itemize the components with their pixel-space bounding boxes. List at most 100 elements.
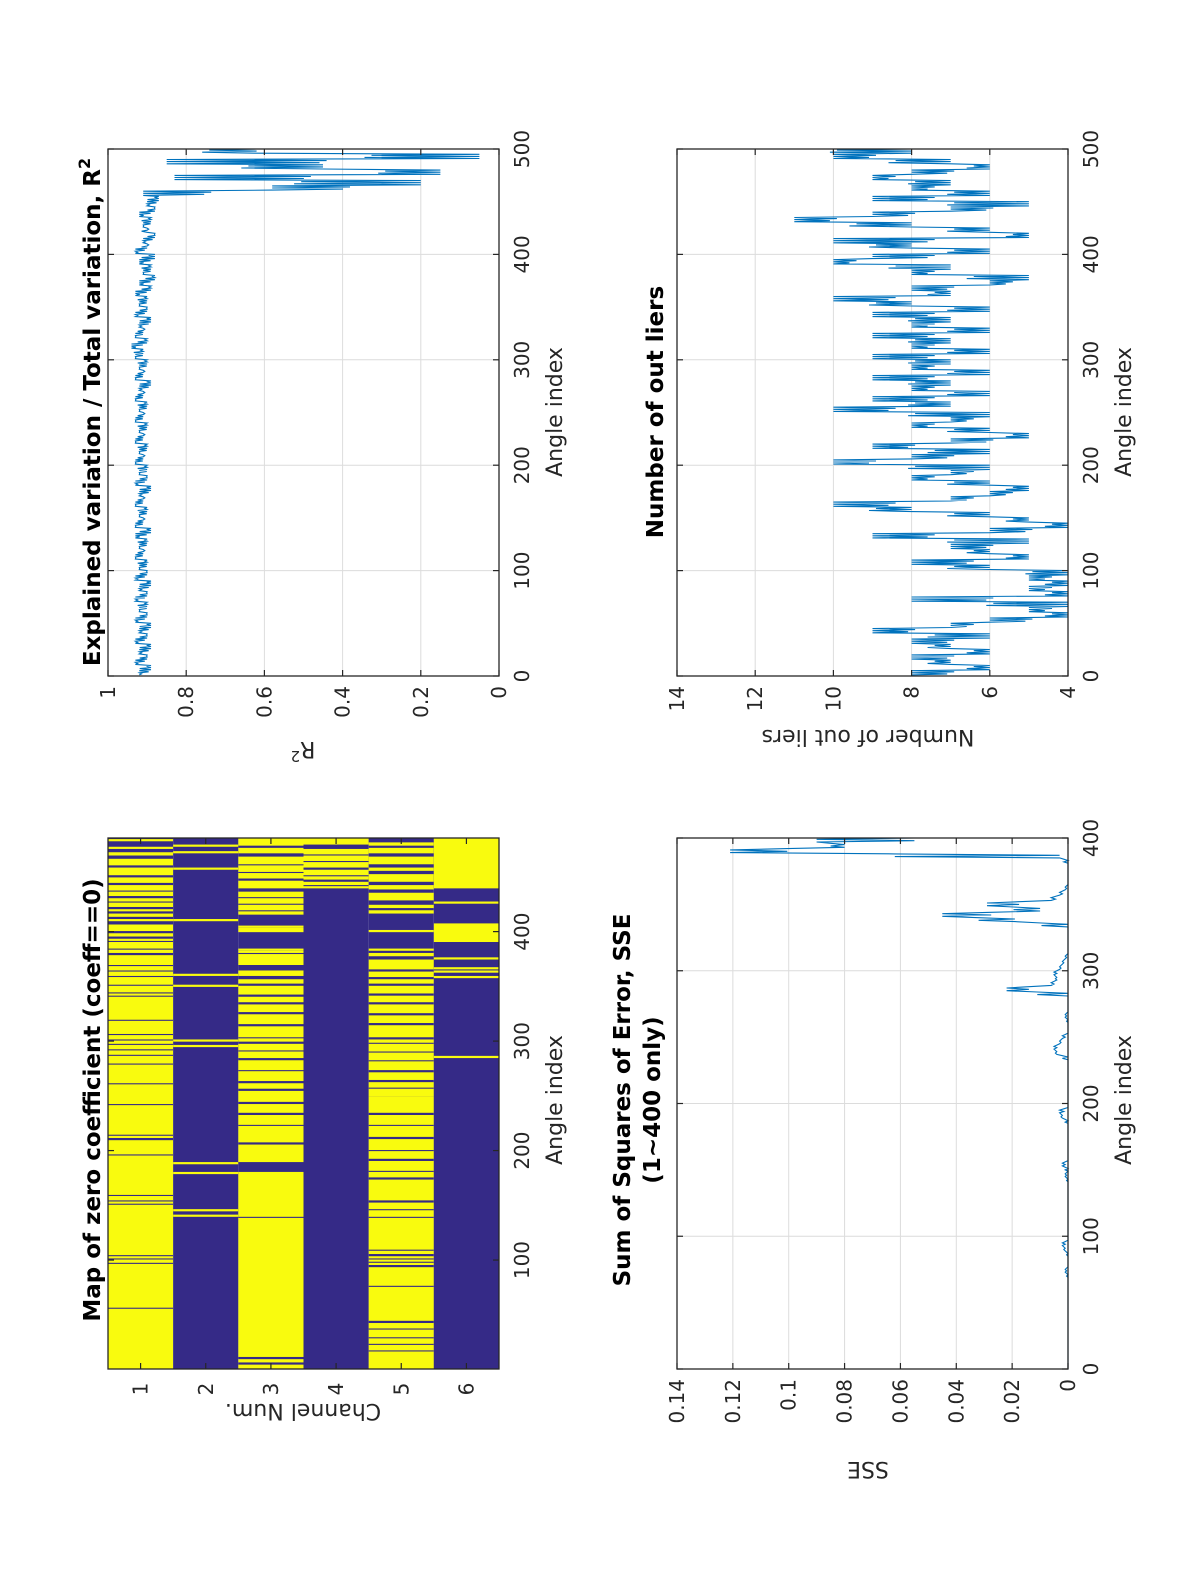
zero-cell — [108, 1050, 174, 1055]
sse-xlabel: Angle index — [1112, 1035, 1137, 1165]
zero-cell — [108, 877, 174, 883]
zero-cell — [108, 1064, 174, 1084]
zero-cell — [368, 1202, 434, 1210]
zero-cell — [368, 892, 434, 901]
zero-cell — [368, 1088, 434, 1097]
zero-cell — [238, 1026, 304, 1038]
outliers-title: Number of out liers — [643, 286, 669, 538]
zero-map-cells — [108, 838, 499, 1369]
outliers-xlabel: Angle index — [1112, 347, 1137, 477]
zero-cell — [238, 1060, 304, 1071]
zero-cell — [173, 1209, 239, 1212]
zero-cell — [368, 1052, 434, 1061]
y-tick-label: 1 — [96, 686, 120, 699]
zero-cell — [173, 1171, 239, 1175]
x-tick-label: 300 — [510, 341, 534, 379]
channel-tick-label: 6 — [454, 1383, 478, 1396]
zero-cell — [173, 844, 239, 847]
zero-cell — [108, 1035, 174, 1040]
y-tick-label: 0.04 — [944, 1379, 968, 1424]
zero-cell — [108, 1263, 174, 1308]
zero-cell — [108, 924, 174, 932]
x-tick-label: 200 — [1079, 446, 1103, 484]
zero-cell — [238, 856, 304, 865]
outliers-line-series — [794, 148, 1069, 676]
zero-cell — [108, 1256, 174, 1259]
x-tick-label: 100 — [1079, 1217, 1103, 1255]
x-tick-label: 300 — [510, 1022, 534, 1060]
y-tick-label: 0.02 — [1000, 1379, 1024, 1424]
zero-cell — [108, 898, 174, 902]
zero-cell — [368, 1043, 434, 1052]
zero-cell — [238, 948, 304, 951]
x-tick-label: 500 — [510, 130, 534, 168]
zero-cell — [238, 880, 304, 889]
r2-xlabel: Angle index — [543, 347, 568, 477]
zero-cell — [368, 985, 434, 994]
outliers-axes-frame — [676, 148, 1069, 677]
zero-map-panel: 100 200 300 400 1 2 3 4 5 6 Map of zero coefficie… — [80, 837, 568, 1423]
zero-cell — [368, 847, 434, 854]
zero-cell — [368, 842, 434, 846]
zero-cell — [238, 911, 304, 915]
x-tick-label: 200 — [1079, 1084, 1103, 1122]
zero-cell — [173, 984, 239, 987]
zero-cell — [303, 869, 369, 876]
zero-cell — [108, 867, 174, 876]
zero-cell — [108, 1308, 174, 1369]
outliers-grid — [676, 148, 1069, 677]
zero-map-ticks: 100 200 300 400 1 2 3 4 5 6 — [108, 838, 534, 1395]
zero-cell — [173, 1039, 239, 1042]
zero-cell — [238, 979, 304, 984]
sse-title: Sum of Squares of Error, SSE — [610, 914, 636, 1287]
zero-cell — [433, 1055, 499, 1059]
zero-cell — [108, 949, 174, 953]
zero-cell — [108, 1020, 174, 1034]
zero-cell — [368, 1338, 434, 1344]
zero-cell — [173, 1214, 239, 1217]
x-tick-label: 300 — [1079, 341, 1103, 379]
zero-cell — [238, 1051, 304, 1059]
zero-cell — [238, 1144, 304, 1163]
x-tick-label: 400 — [510, 913, 534, 951]
zero-cell — [108, 1259, 174, 1263]
channel-2-background — [173, 838, 239, 1369]
channel-tick-label: 3 — [259, 1383, 283, 1396]
zero-cell — [368, 1139, 434, 1151]
zero-cell — [238, 925, 304, 928]
zero-cell — [303, 848, 369, 855]
zero-cell — [238, 1038, 304, 1042]
x-tick-label: 0 — [510, 670, 534, 683]
sse-ylabel: SSE — [847, 1456, 889, 1481]
r2-title: Explained variation / Total variation, R… — [75, 158, 106, 666]
zero-cell — [368, 1151, 434, 1159]
zero-cell — [238, 1071, 304, 1082]
outliers-ticks: 0 100 200 300 400 500 4 6 8 10 12 14 — [665, 130, 1103, 712]
x-tick-label: 200 — [510, 1131, 534, 1169]
zero-cell — [173, 867, 239, 870]
zero-cell — [368, 1114, 434, 1125]
zero-cell — [368, 1096, 434, 1113]
zero-cell — [238, 927, 304, 933]
zero-cell — [368, 1025, 434, 1038]
zero-cell — [238, 904, 304, 911]
zero-cell — [173, 1162, 239, 1165]
y-tick-label: 0 — [487, 686, 511, 699]
zero-cell — [108, 938, 174, 941]
zero-cell — [433, 975, 499, 979]
y-tick-label: 14 — [665, 686, 689, 711]
zero-cell — [238, 898, 304, 904]
zero-cell — [108, 942, 174, 949]
r2-series-line — [131, 148, 480, 676]
zero-cell — [368, 904, 434, 909]
zero-cell — [238, 1090, 304, 1102]
zero-cell — [238, 1114, 304, 1125]
zero-map-ylabel: Channel Num. — [225, 1398, 381, 1423]
sse-grid — [676, 837, 1069, 1370]
y-tick-label: 0.12 — [721, 1379, 745, 1424]
x-tick-label: 400 — [510, 235, 534, 273]
zero-cell — [368, 1351, 434, 1369]
zero-cell — [108, 846, 174, 849]
x-tick-label: 100 — [510, 552, 534, 590]
